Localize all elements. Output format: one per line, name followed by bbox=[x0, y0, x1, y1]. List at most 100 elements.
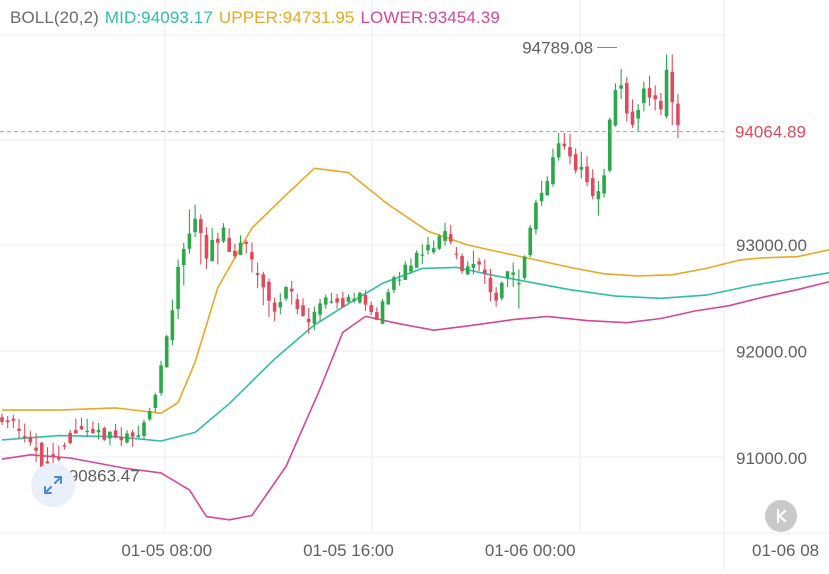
y-tick-label: 91000.00 bbox=[736, 449, 807, 468]
candle-body bbox=[147, 411, 152, 420]
candle-body bbox=[17, 428, 21, 431]
y-tick-label: 92000.00 bbox=[736, 343, 807, 362]
candle-body bbox=[11, 418, 16, 421]
candle-body bbox=[568, 147, 572, 157]
candle-body bbox=[28, 437, 33, 443]
expand-button[interactable] bbox=[31, 463, 75, 507]
candle-body bbox=[386, 292, 391, 305]
candle-body bbox=[79, 426, 84, 430]
candle-body bbox=[397, 279, 402, 281]
candle-body bbox=[164, 336, 169, 368]
candle-body bbox=[465, 266, 470, 275]
candle-body bbox=[278, 302, 283, 308]
candle-body bbox=[556, 143, 561, 158]
candle-body bbox=[448, 234, 453, 242]
bollinger-legend: BOLL(20,2) MID:94093.17 UPPER:94731.95 LOWE… bbox=[10, 8, 506, 28]
candle-body bbox=[57, 457, 61, 460]
upper-band-line bbox=[2, 167, 829, 415]
candle-body bbox=[477, 261, 481, 265]
candle-body bbox=[545, 180, 550, 196]
candle-body bbox=[216, 238, 220, 243]
lower-band-line bbox=[1, 280, 829, 521]
candle-body bbox=[670, 71, 675, 103]
candle-body bbox=[613, 90, 618, 126]
candle-body bbox=[636, 109, 640, 119]
candle-body bbox=[199, 219, 203, 233]
x-tick-label: 01-05 16:00 bbox=[303, 541, 394, 560]
candle-body bbox=[483, 269, 487, 275]
x-tick-label: 01-06 00:00 bbox=[485, 541, 576, 560]
candle-body bbox=[607, 119, 612, 171]
candle-body bbox=[642, 88, 646, 103]
candle-body bbox=[45, 461, 50, 464]
candle-body bbox=[517, 282, 521, 285]
candle-body bbox=[312, 311, 317, 324]
candle-body bbox=[471, 263, 476, 268]
expand-arrows-icon bbox=[44, 476, 62, 494]
candle-body bbox=[250, 252, 254, 260]
x-tick-label: 01-05 08:00 bbox=[121, 541, 212, 560]
candle-body bbox=[426, 244, 430, 251]
candle-body bbox=[255, 273, 260, 275]
high-price-label: 94789.08 bbox=[522, 38, 593, 57]
mid-band-line bbox=[1, 266, 829, 442]
candle-body bbox=[323, 297, 328, 305]
candle-body bbox=[488, 277, 493, 293]
candle-body bbox=[108, 431, 112, 439]
candle-body bbox=[431, 248, 436, 253]
candle-body bbox=[590, 178, 595, 196]
candle-body bbox=[534, 202, 538, 230]
candle-body bbox=[375, 312, 379, 320]
candle-body bbox=[51, 454, 55, 457]
candle-body bbox=[193, 218, 197, 233]
candle-body bbox=[363, 294, 368, 305]
candle-body bbox=[227, 237, 231, 252]
candle-body bbox=[68, 432, 72, 444]
candle-body bbox=[664, 69, 669, 117]
candle-body bbox=[392, 277, 396, 290]
candle-body bbox=[619, 85, 623, 89]
candle-body bbox=[528, 227, 533, 256]
candle-body bbox=[170, 310, 175, 340]
current-price-label: 94064.89 bbox=[735, 123, 806, 142]
candle-body bbox=[0, 417, 4, 422]
candle-body bbox=[454, 253, 459, 255]
legend-upper: UPPER:94731.95 bbox=[218, 8, 355, 27]
candle-body bbox=[602, 175, 606, 194]
candle-body bbox=[159, 365, 163, 393]
scroll-to-latest-button[interactable] bbox=[765, 500, 797, 532]
candle-body bbox=[585, 166, 589, 183]
candle-body bbox=[460, 255, 464, 272]
candle-body bbox=[329, 301, 334, 303]
candle-body bbox=[261, 274, 266, 288]
candle-body bbox=[267, 281, 271, 301]
candle-body bbox=[369, 305, 373, 313]
candle-body bbox=[181, 248, 186, 266]
candle-body bbox=[443, 231, 447, 241]
legend-lower: LOWER:93454.39 bbox=[360, 8, 500, 27]
candle-body bbox=[187, 233, 192, 249]
candle-body bbox=[579, 166, 584, 170]
candle-body bbox=[647, 88, 652, 98]
candle-body bbox=[358, 292, 362, 303]
candle-body bbox=[34, 447, 38, 451]
candle-body bbox=[295, 299, 300, 310]
legend-mid: MID:94093.17 bbox=[104, 8, 213, 27]
candle-body bbox=[5, 420, 10, 423]
candle-body bbox=[653, 95, 657, 100]
candle-body bbox=[142, 422, 146, 436]
candle-body bbox=[119, 436, 124, 441]
candle-body bbox=[125, 433, 129, 443]
candle-body bbox=[318, 303, 322, 315]
candle-body bbox=[505, 271, 510, 279]
candle-body bbox=[380, 301, 385, 324]
candle-body bbox=[233, 250, 237, 257]
candle-body bbox=[176, 266, 180, 309]
candle-body bbox=[625, 82, 629, 114]
candle-body bbox=[500, 282, 504, 299]
candle-body bbox=[676, 103, 680, 126]
low-price-label: 90863.47 bbox=[69, 467, 140, 486]
candle-body bbox=[272, 302, 277, 312]
